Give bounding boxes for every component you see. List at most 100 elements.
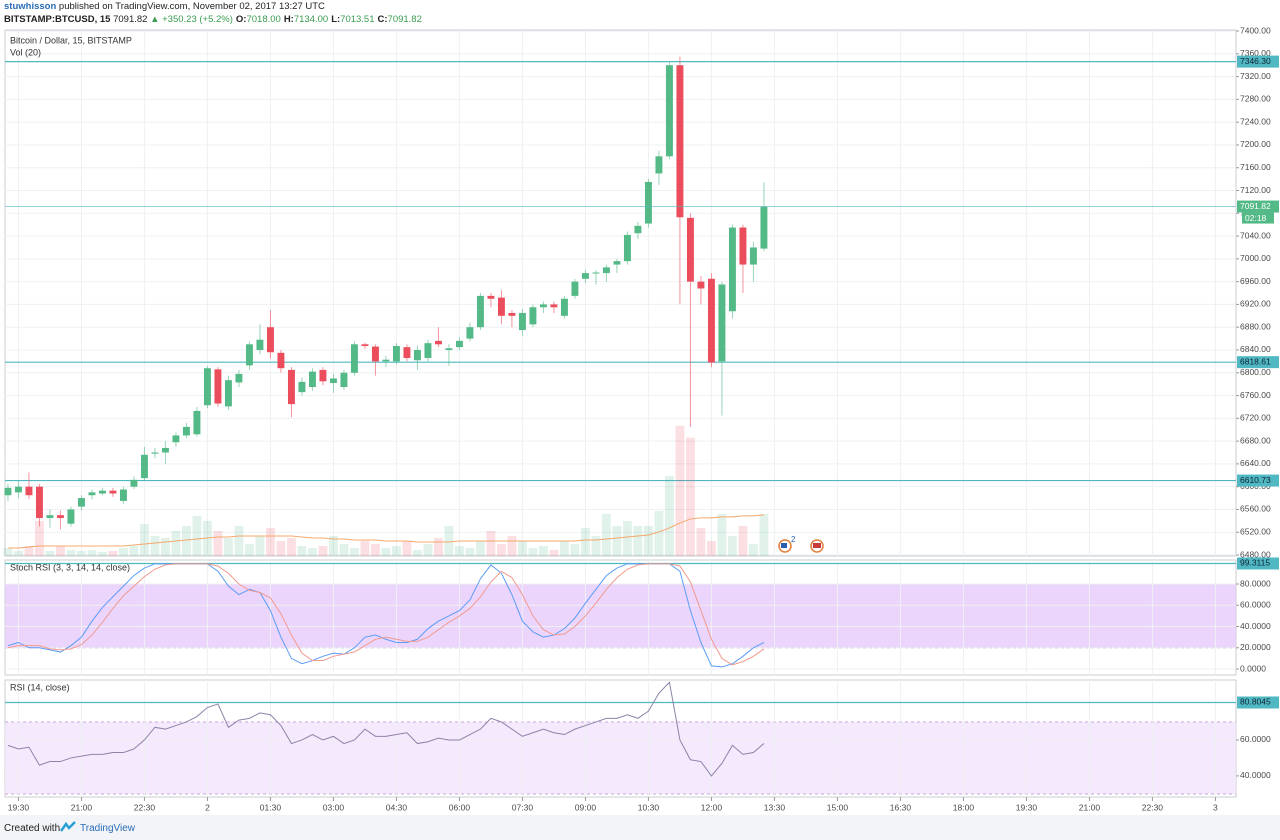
volume-bar (749, 543, 758, 556)
x-tick-label: 22:30 (1142, 802, 1164, 812)
y-tick-label: 7320.00 (1240, 71, 1271, 81)
candle-body (287, 369, 295, 405)
change: ▲ +350.23 (+5.2%) (150, 14, 233, 25)
y-tick-label: 6720.00 (1240, 413, 1271, 423)
volume-bar (24, 545, 34, 556)
x-tick-label: 13:30 (764, 802, 786, 812)
candle-body (571, 281, 579, 296)
volume-bar (665, 475, 674, 556)
y-tick-label: 7000.00 (1240, 253, 1271, 263)
footer: Created with TradingView (0, 815, 1280, 840)
candle-body (676, 65, 684, 218)
x-tick-label: 01:30 (260, 802, 282, 812)
chart: 2 Bitcoin / Dollar, 15, BITSTAMP Vol (20… (3, 25, 1279, 812)
volume-bar (119, 547, 128, 556)
candle-body (77, 498, 85, 507)
volume-bar (245, 543, 254, 556)
volume-bar (35, 520, 44, 556)
volume-bar (434, 537, 443, 556)
band-fill (5, 584, 1236, 648)
candle-body (686, 217, 694, 282)
created-with: Created with (4, 823, 61, 834)
y-tick-label: 7160.00 (1240, 162, 1271, 172)
level-label: 7091.82 (1240, 201, 1271, 211)
candle-body (235, 373, 243, 383)
x-tick-label: 06:00 (449, 802, 471, 812)
candle-body (539, 304, 547, 308)
x-tick-label: 3 (1213, 802, 1218, 812)
marks (3, 56, 1236, 777)
candle-body (98, 490, 106, 494)
candle-body (350, 344, 358, 373)
candle-body (130, 479, 138, 487)
x-tick-label: 09:00 (575, 802, 597, 812)
volume-bar (3, 547, 13, 556)
x-tick-label: 22:30 (134, 802, 156, 812)
indicator-line (7, 563, 765, 668)
candle-body (161, 447, 169, 453)
volume-bar (339, 543, 349, 556)
y-tick-label: 7120.00 (1240, 185, 1271, 195)
candle-body (25, 486, 33, 496)
candle-body (518, 312, 526, 331)
volume-bar (371, 543, 380, 556)
x-tick-label: 21:00 (71, 802, 93, 812)
volume-bar (297, 545, 307, 556)
candle-body (214, 369, 222, 404)
volume-bar (528, 547, 538, 556)
logo-path (60, 821, 76, 832)
indicator-line (7, 681, 765, 777)
y-tick-label: 7200.00 (1240, 139, 1271, 149)
volume-bar (591, 535, 601, 556)
ohlc-label: C: (377, 14, 388, 25)
countdown-box (1242, 212, 1274, 224)
candle-body (728, 227, 736, 312)
volume-bar (549, 549, 559, 556)
candle-body (476, 295, 484, 328)
volume-bar (45, 550, 55, 556)
volume-bar (66, 549, 76, 556)
volume-bar (308, 547, 317, 556)
volume-bar (717, 513, 727, 556)
candle-body (35, 486, 43, 519)
event-flag (781, 543, 787, 548)
volume-bar (623, 520, 632, 556)
y-tick-label: 7240.00 (1240, 116, 1271, 126)
candle-body (613, 261, 621, 265)
candle-body (392, 345, 400, 362)
y-tick-label: 6680.00 (1240, 435, 1271, 445)
candle-body (550, 304, 558, 308)
volume-bar (224, 537, 233, 556)
stoch-title: Stoch RSI (3, 3, 14, 14, close) (10, 562, 130, 572)
brand: TradingView (80, 823, 136, 834)
candle-body (424, 343, 432, 358)
y-tick-label: 6920.00 (1240, 299, 1271, 309)
volume-bar (602, 513, 611, 556)
y-tick-label: 60.0000 (1240, 600, 1271, 610)
candle-body (581, 273, 589, 279)
y-tick-label: 40.0000 (1240, 621, 1271, 631)
volume-bar (318, 545, 328, 556)
candle-body (466, 327, 474, 339)
candle-body (445, 348, 453, 350)
volume-bar (266, 527, 275, 556)
candle-body (340, 372, 348, 388)
volume-bar (539, 545, 548, 556)
candle-body (182, 426, 190, 436)
candle-body (266, 327, 274, 353)
y-tick-label: 40.0000 (1240, 770, 1271, 780)
candle-body (634, 225, 642, 234)
event-flag (813, 543, 821, 548)
volume-bar (612, 525, 622, 556)
y-tick-label: 6760.00 (1240, 390, 1271, 400)
level-label-box (1237, 696, 1279, 709)
candle-body (497, 297, 505, 316)
candle-body (56, 515, 64, 519)
level-label: 80.8045 (1240, 697, 1271, 707)
volume-bar (56, 545, 65, 556)
candle-body (718, 284, 726, 362)
volume-bar (14, 550, 23, 556)
candle-body (329, 378, 337, 384)
volume-bar (381, 547, 391, 556)
y-tick-label: 20.0000 (1240, 642, 1271, 652)
